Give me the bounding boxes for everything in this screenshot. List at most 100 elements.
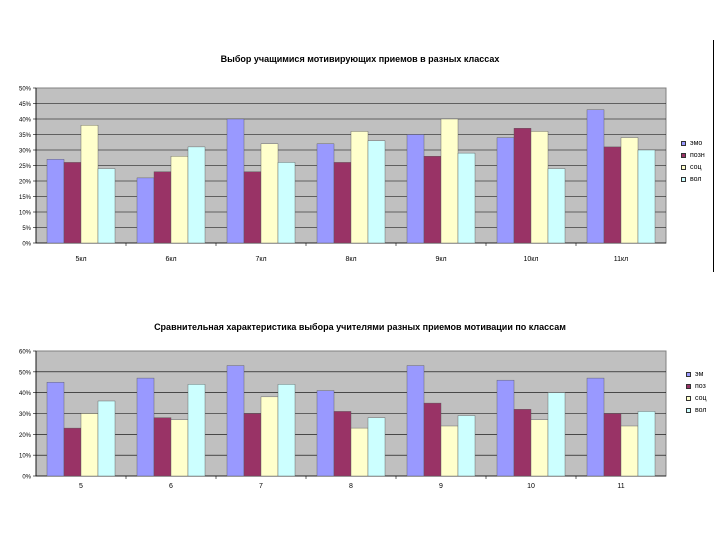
bar: [333, 162, 352, 244]
y-tick-label: 45%: [19, 102, 32, 108]
legend-swatch: [681, 152, 686, 158]
bar: [620, 137, 639, 244]
x-tick-label: 11кл: [614, 256, 629, 263]
bar: [153, 417, 172, 477]
legend-item: соц: [681, 161, 705, 173]
y-tick-label: 20%: [19, 180, 32, 186]
bar: [350, 131, 369, 244]
bar: [530, 419, 549, 477]
legend-label: соц: [695, 394, 707, 402]
bar: [153, 171, 172, 244]
bar: [170, 419, 189, 477]
bar: [637, 411, 656, 477]
bar: [586, 109, 605, 244]
y-tick-label: 30%: [19, 412, 32, 418]
legend-label: эм: [695, 370, 704, 378]
bar: [603, 413, 622, 477]
bar: [136, 177, 155, 244]
x-tick-label: 5: [79, 483, 83, 490]
bar: [277, 162, 296, 244]
y-tick-label: 10%: [19, 454, 32, 460]
bar: [496, 137, 515, 244]
bar: [260, 143, 279, 244]
legend-swatch: [686, 395, 691, 401]
bar: [46, 159, 65, 244]
bar: [496, 379, 515, 477]
y-tick-label: 50%: [19, 87, 32, 93]
bar: [620, 425, 639, 477]
bar: [316, 390, 335, 477]
bar: [547, 392, 566, 477]
legend-item: поз: [686, 380, 706, 392]
x-tick-label: 11: [617, 483, 624, 490]
legend-item: эм: [686, 368, 706, 380]
chart-teachers: Сравнительная характеристика выбора учит…: [0, 318, 720, 498]
legend-label: соц: [690, 163, 702, 171]
y-tick-label: 20%: [19, 433, 32, 439]
bar: [513, 128, 532, 244]
bar: [243, 413, 262, 477]
chart-frame-edge: [713, 40, 714, 272]
legend-label: вол: [695, 406, 707, 414]
legend-item: вол: [686, 404, 706, 416]
bar: [277, 384, 296, 477]
bar: [136, 377, 155, 477]
legend-swatch: [681, 164, 686, 170]
x-tick-label: 9кл: [435, 256, 446, 263]
bar: [333, 411, 352, 477]
x-tick-label: 6: [169, 483, 173, 490]
legend-label: позн: [690, 151, 705, 159]
bar: [586, 377, 605, 477]
y-tick-label: 0%: [22, 475, 31, 481]
bar: [603, 146, 622, 244]
x-tick-label: 10кл: [523, 256, 538, 263]
legend-item: позн: [681, 149, 705, 161]
bar: [440, 118, 459, 244]
bar: [80, 124, 99, 244]
y-tick-label: 15%: [19, 195, 32, 201]
bar: [457, 152, 476, 244]
x-tick-label: 7: [259, 483, 263, 490]
bar: [547, 168, 566, 244]
bar: [97, 168, 116, 244]
legend-item: соц: [686, 392, 706, 404]
y-tick-label: 50%: [19, 370, 32, 376]
bar: [316, 143, 335, 244]
legend-label: вол: [690, 175, 702, 183]
y-tick-label: 40%: [19, 391, 32, 397]
bar: [97, 400, 116, 477]
x-tick-label: 9: [439, 483, 443, 490]
bar: [406, 134, 425, 244]
y-tick-label: 35%: [19, 133, 32, 139]
y-tick-label: 25%: [19, 164, 32, 170]
legend-swatch: [686, 371, 691, 377]
bar: [46, 382, 65, 477]
legend-item: вол: [681, 173, 705, 185]
x-tick-label: 7кл: [255, 256, 266, 263]
bar: [187, 384, 206, 477]
plot-area: 0% 10% 20% 30% 40% 50% 60% 5 6 7 8 9 10 11: [19, 350, 667, 490]
bar: [187, 146, 206, 244]
chart-title: Сравнительная характеристика выбора учит…: [154, 322, 566, 332]
chart-students: Выбор учащимися мотивирующих приемов в р…: [0, 40, 720, 280]
legend-label: эмо: [690, 139, 703, 147]
bar: [530, 131, 549, 244]
x-tick-label: 10: [527, 483, 535, 490]
legend-label: поз: [695, 382, 706, 390]
bar: [440, 425, 459, 477]
bar: [457, 415, 476, 477]
bar: [63, 162, 82, 244]
bar: [513, 409, 532, 477]
y-tick-label: 60%: [19, 350, 32, 356]
bar: [226, 118, 245, 244]
y-tick-label: 40%: [19, 118, 32, 124]
y-tick-label: 0%: [22, 242, 31, 248]
y-tick-label: 30%: [19, 149, 32, 155]
bar: [226, 365, 245, 477]
bar: [423, 155, 442, 244]
legend-swatch: [681, 176, 686, 182]
legend-swatch: [686, 383, 691, 389]
bar: [170, 155, 189, 244]
y-tick-label: 10%: [19, 211, 32, 217]
x-tick-label: 6кл: [165, 256, 176, 263]
